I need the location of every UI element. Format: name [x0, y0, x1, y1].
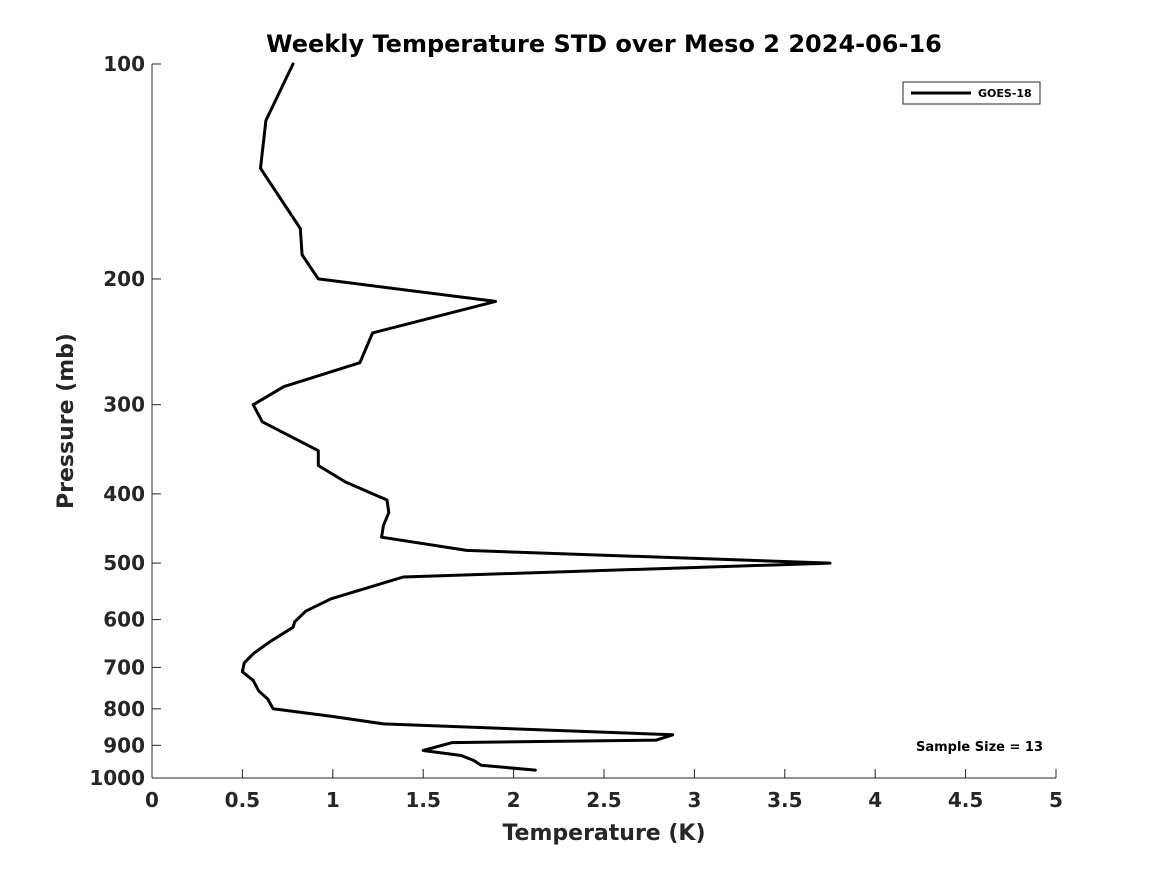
y-tick-label: 800	[103, 697, 145, 721]
y-tick-label: 900	[103, 733, 145, 757]
x-tick-label: 1.5	[405, 788, 440, 812]
y-tick-label: 600	[103, 608, 145, 632]
x-tick-label: 0	[145, 788, 159, 812]
sample-size-annotation: Sample Size = 13	[916, 740, 1043, 755]
x-tick-label: 4.5	[948, 788, 983, 812]
chart-title: Weekly Temperature STD over Meso 2 2024-…	[266, 30, 942, 58]
y-tick-label: 500	[103, 551, 145, 575]
x-tick-label: 2	[507, 788, 521, 812]
legend: GOES-18	[902, 81, 1041, 105]
legend-label-goes-18: GOES-18	[978, 87, 1032, 100]
y-tick-label: 300	[103, 393, 145, 417]
y-tick-label: 700	[103, 655, 145, 679]
y-tick-label: 1000	[89, 766, 145, 790]
x-tick-label: 1	[326, 788, 340, 812]
y-axis-label: Pressure (mb)	[54, 333, 79, 509]
series-layer	[240, 62, 832, 772]
x-tick-label: 0.5	[225, 788, 260, 812]
x-tick-label: 3	[687, 788, 701, 812]
y-tick-label: 100	[103, 52, 145, 76]
x-tick-label: 2.5	[586, 788, 621, 812]
y-axis-ticks: 100 200 300 400 500 600 700 800 900 1000	[89, 52, 161, 790]
y-tick-label: 200	[103, 267, 145, 291]
x-tick-label: 3.5	[767, 788, 802, 812]
x-tick-label: 5	[1049, 788, 1063, 812]
series-line-goes-18	[240, 62, 832, 772]
plot-area: 0 0.5 1 1.5 2 2.5 3 3.5 4 4.5 5 100 200 300 400 500 600…	[89, 52, 1063, 812]
x-axis-ticks: 0 0.5 1 1.5 2 2.5 3 3.5 4 4.5 5	[145, 769, 1063, 812]
x-tick-label: 4	[868, 788, 882, 812]
y-tick-label: 400	[103, 482, 145, 506]
x-axis-label: Temperature (K)	[502, 821, 705, 846]
legend-box	[902, 81, 1041, 105]
